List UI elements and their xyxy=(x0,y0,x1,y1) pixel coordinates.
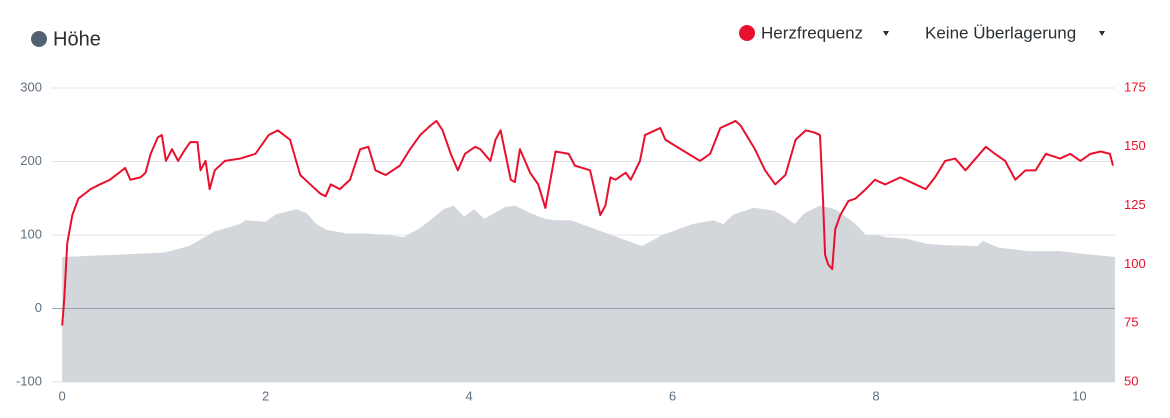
y2-tick-label: 175 xyxy=(1124,79,1146,94)
x-tick-label: 2 xyxy=(262,388,269,403)
elevation-area xyxy=(62,205,1116,382)
y2-tick-label: 125 xyxy=(1124,197,1146,212)
x-tick-label: 8 xyxy=(872,388,879,403)
y-tick-label: 200 xyxy=(20,153,42,168)
dropdown-arrow xyxy=(1099,31,1105,36)
y2-tick-label: 100 xyxy=(1124,256,1146,271)
y2-tick-label: 50 xyxy=(1124,373,1138,388)
x-tick-label: 6 xyxy=(669,388,676,403)
y2-tick-label: 150 xyxy=(1124,138,1146,153)
x-tick-label: 10 xyxy=(1072,388,1086,403)
legend-label: Höhe xyxy=(53,28,101,50)
overlay-label[interactable]: Keine Überlagerung xyxy=(925,23,1076,42)
y-tick-label: 300 xyxy=(20,79,42,94)
series-selector[interactable]: Herzfrequenz xyxy=(739,23,889,42)
y-tick-label: -100 xyxy=(16,373,42,388)
y-tick-label: 100 xyxy=(20,226,42,241)
legend-label[interactable]: Herzfrequenz xyxy=(761,23,863,42)
overlay-selector[interactable]: Keine Überlagerung xyxy=(925,23,1105,42)
x-tick-label: 0 xyxy=(59,388,66,403)
x-tick-label: 4 xyxy=(465,388,472,403)
legend-marker xyxy=(31,31,47,47)
y2-tick-label: 75 xyxy=(1124,315,1138,330)
dropdown-arrow xyxy=(883,31,889,36)
heart-rate-line xyxy=(61,119,1114,326)
y-tick-label: 0 xyxy=(35,300,42,315)
legend-marker xyxy=(739,25,755,41)
